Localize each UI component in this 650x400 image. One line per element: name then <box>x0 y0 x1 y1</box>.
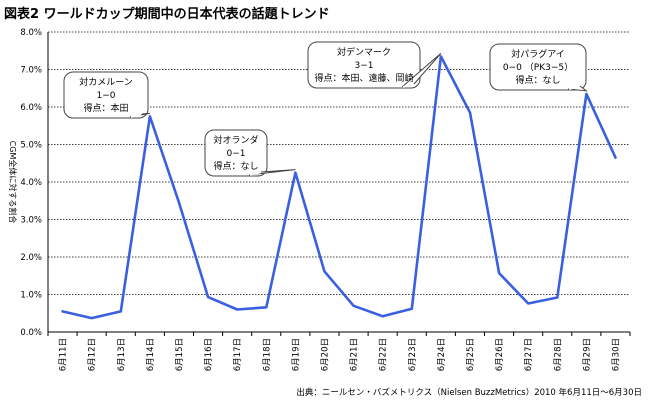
callout-text: 0−1 <box>227 149 246 159</box>
x-tick-label: 6月14日 <box>146 338 156 371</box>
x-tick-label: 6月21日 <box>350 338 360 371</box>
x-tick-label: 6月19日 <box>291 338 301 371</box>
y-axis-label: CGM全体に対する割合 <box>8 141 18 224</box>
callout-tail-mask <box>568 85 580 90</box>
x-tick-label: 6月18日 <box>262 338 272 371</box>
callout-tail <box>401 52 442 88</box>
y-tick-label: 6.0% <box>20 103 42 113</box>
x-tick-label: 6月27日 <box>524 338 534 371</box>
callouts: 対カメルーン1−0得点：本田対オランダ0−1得点：なし対デンマーク3−1得点：本… <box>63 41 589 177</box>
y-tick-label: 2.0% <box>20 253 42 263</box>
x-tick-label: 6月25日 <box>466 338 476 371</box>
x-tick-label: 6月12日 <box>88 338 98 371</box>
callout-tail-mask <box>130 113 142 118</box>
x-tick-label: 6月16日 <box>204 338 214 371</box>
callout: 対オランダ 0−1得点：なし <box>204 129 296 177</box>
data-series <box>61 55 617 320</box>
y-tick-label: 8.0% <box>20 28 42 38</box>
x-tick-label: 6月15日 <box>175 338 185 371</box>
x-tick-labels: 6月11日 6月12日 6月13日 6月14日 6月15日 6月16日 6月17日 6月18日… <box>59 338 622 371</box>
y-axis-label: CGM全体に対する割合 <box>8 141 18 224</box>
axes <box>47 32 631 336</box>
y-tick-label: 5.0% <box>20 141 42 151</box>
callout-text: 得点：本田、遠藤、岡崎 <box>314 72 413 84</box>
callout-tail-mask <box>402 83 414 88</box>
x-tick-label: 6月20日 <box>320 338 330 371</box>
callout: 対デンマーク 3−1得点：本田、遠藤、岡崎 <box>307 41 442 89</box>
callout: 対カメルーン 1−0得点：本田 <box>63 71 150 119</box>
callout-text: 得点：なし <box>515 74 560 86</box>
callout-text: 対オランダ <box>213 134 258 146</box>
callout-text: 対デンマーク <box>337 46 391 58</box>
x-tick-label: 6月28日 <box>553 338 563 371</box>
callout-text: 対パラグアイ <box>511 48 565 60</box>
x-tick-label: 6月24日 <box>437 338 447 371</box>
y-tick-label: 0.0% <box>20 328 42 338</box>
x-tick-label: 6月22日 <box>379 338 389 371</box>
callout-box <box>489 43 587 91</box>
series-line <box>61 55 617 320</box>
callout-text: 0−0 （PK3−5） <box>503 62 573 73</box>
callout-box <box>307 41 421 89</box>
y-tick-label: 1.0% <box>20 291 42 301</box>
callout-box <box>204 129 268 177</box>
x-tick-label: 6月17日 <box>233 338 243 371</box>
callout-text: 1−0 <box>97 91 116 101</box>
y-tick-label: 4.0% <box>20 178 42 188</box>
x-tick-label: 6月29日 <box>582 338 592 371</box>
x-tick-label: 6月26日 <box>495 338 505 371</box>
callout: 対パラグアイ 0−0 （PK3−5）得点：なし <box>489 43 589 92</box>
chart-title: 図表2 ワールドカップ期間中の日本代表の話題トレンド <box>4 7 330 22</box>
y-tick-label: 3.0% <box>20 216 42 226</box>
callout-text: 得点：なし <box>213 160 258 172</box>
y-tick-labels: 0.0% 1.0% 2.0% 3.0% 4.0% 5.0% 6.0% 7.0% 8.0% <box>20 28 42 338</box>
callout-tail <box>248 169 296 176</box>
callout-box <box>63 71 149 119</box>
y-tick-label: 7.0% <box>20 66 42 76</box>
x-tick-label: 6月23日 <box>408 338 418 371</box>
source-note: 出典：ニールセン・バズメトリクス（Nielsen BuzzMetrics）201… <box>296 388 642 398</box>
x-tick-label: 6月13日 <box>117 338 127 371</box>
callout-text: 対カメルーン <box>79 76 133 88</box>
x-tick-label: 6月11日 <box>59 338 69 371</box>
x-tick-label: 6月30日 <box>611 338 621 371</box>
callout-tail-mask <box>249 171 261 176</box>
callout-text: 得点：本田 <box>83 102 128 114</box>
callout-tail <box>567 85 589 92</box>
callout-text: 3−1 <box>355 61 374 71</box>
